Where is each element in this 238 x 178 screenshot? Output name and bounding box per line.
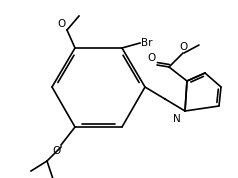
Text: N: N: [173, 114, 181, 124]
Text: O: O: [179, 42, 187, 52]
Text: O: O: [53, 146, 61, 156]
Text: Br: Br: [141, 38, 153, 48]
Text: O: O: [58, 19, 66, 29]
Text: O: O: [148, 53, 156, 63]
